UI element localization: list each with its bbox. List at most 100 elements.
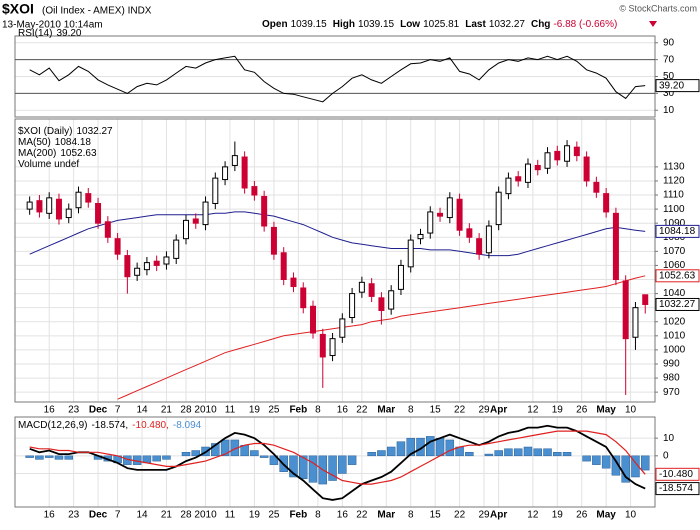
legend-value: -10.480	[132, 420, 166, 431]
candle-body	[632, 307, 639, 338]
candle-body	[134, 267, 141, 276]
legend: MA(200) 1052.63	[18, 148, 97, 159]
last-value-label: 1052.63	[659, 270, 696, 281]
last-value-box	[655, 297, 700, 311]
histogram-bar	[513, 448, 523, 457]
x-tick-label: 25	[268, 510, 280, 521]
y-tick-label: 970	[663, 387, 680, 398]
candle-body	[349, 293, 356, 319]
candle-body	[642, 294, 649, 305]
histogram-bar	[367, 452, 376, 457]
candle-body	[534, 164, 541, 171]
candle-body	[505, 177, 512, 195]
x-tick-label: 16	[337, 405, 349, 416]
candle-body	[65, 208, 72, 219]
quote-label: High	[333, 19, 355, 30]
y-tick-label: 990	[663, 359, 680, 370]
histogram-bar	[211, 443, 220, 457]
panel-frame	[14, 416, 656, 508]
histogram-bar	[35, 455, 44, 460]
candle-body	[495, 191, 502, 226]
x-tick-label: 15	[430, 510, 442, 521]
histogram-bar	[64, 455, 73, 460]
quote-label: Chg	[531, 19, 550, 30]
candle-body	[544, 152, 551, 169]
candle-body	[378, 297, 385, 311]
x-tick-label: 22	[356, 510, 368, 521]
x-tick-label: 25	[268, 405, 280, 416]
histogram-bar	[592, 455, 601, 465]
y-tick-label: 980	[663, 373, 680, 384]
quote-value: 1039.15	[291, 19, 328, 30]
candle-body	[564, 145, 571, 162]
x-tick-label: May	[596, 510, 616, 521]
macd-line	[29, 424, 646, 501]
last-value-label: 39.20	[659, 80, 684, 91]
quote: Open 1039.15 High 1039.15 Low 1025.81 Last 1032…	[262, 19, 617, 30]
x-tick-label: 21	[161, 405, 173, 416]
x-tick-label: 16	[44, 510, 56, 521]
histogram-bar	[553, 452, 562, 457]
candle-body	[95, 202, 102, 224]
index-name: (Oil Index - AMEX) INDX	[42, 6, 152, 17]
histogram-bar	[406, 437, 415, 457]
histogram-bar	[25, 455, 34, 458]
legend-name: MA(50)	[18, 137, 51, 148]
candle-body	[202, 201, 209, 226]
histogram-bar	[582, 455, 591, 462]
y-tick-label: 0	[663, 450, 669, 461]
x-tick-label: 22	[454, 510, 466, 521]
legend-title: MACD(12,26,9)	[18, 420, 87, 431]
x-tick-label: 26	[576, 510, 588, 521]
y-tick-label: 1120	[663, 176, 685, 187]
histogram-bar	[308, 455, 318, 483]
legend-separator: ,	[166, 420, 169, 431]
x-tick-label: 15	[430, 405, 442, 416]
histogram-bar	[386, 446, 396, 457]
quote-value: 1025.81	[423, 19, 460, 30]
candle-body	[407, 239, 414, 268]
x-tick-label: 2010	[194, 510, 217, 521]
histogram-bar	[611, 455, 621, 476]
histogram-bar	[426, 436, 435, 457]
panel-frame	[14, 35, 656, 118]
histogram-bar	[162, 455, 171, 460]
last-value-label: 1084.18	[659, 226, 696, 237]
histogram-bar	[640, 455, 650, 471]
x-tick-label: 8	[408, 405, 414, 416]
last-value-box	[655, 224, 700, 238]
y-tick-label: 1000	[663, 345, 686, 356]
candle-body	[437, 212, 444, 217]
candle-body	[397, 264, 404, 290]
candle-body	[300, 287, 307, 309]
last-value-box	[655, 482, 700, 496]
candle-body	[329, 338, 336, 357]
quote-value: -6.88 (-0.66%)	[553, 19, 617, 30]
x-tick-label: 7	[115, 405, 121, 416]
histogram-bar	[504, 448, 513, 457]
y-tick-label: 1090	[663, 218, 686, 229]
x-tick-label: 16	[337, 510, 349, 521]
x-tick-label: 23	[68, 510, 80, 521]
candle-body	[46, 197, 53, 214]
x-tick-label: 8	[315, 405, 321, 416]
candle-body	[114, 238, 121, 255]
legend: $XOI (Daily) 1032.27	[18, 126, 113, 137]
histogram-bar	[338, 455, 347, 474]
rsi-line	[29, 55, 646, 103]
last-value-box	[655, 269, 700, 283]
x-tick-label: 11	[225, 510, 236, 521]
candle-body	[583, 156, 590, 182]
histogram-bar	[289, 455, 298, 478]
x-tick-label: 19	[552, 405, 564, 416]
candle-body	[358, 281, 365, 293]
candle-body	[182, 219, 189, 240]
candle-body	[515, 176, 522, 182]
candle-body	[554, 150, 561, 161]
macd-line	[29, 430, 646, 485]
legend-value: -18.574	[91, 420, 125, 431]
x-tick-label: Feb	[289, 510, 307, 521]
x-tick-label: 19	[552, 510, 564, 521]
histogram-bar	[601, 455, 611, 469]
y-tick-label: 50	[663, 71, 675, 82]
